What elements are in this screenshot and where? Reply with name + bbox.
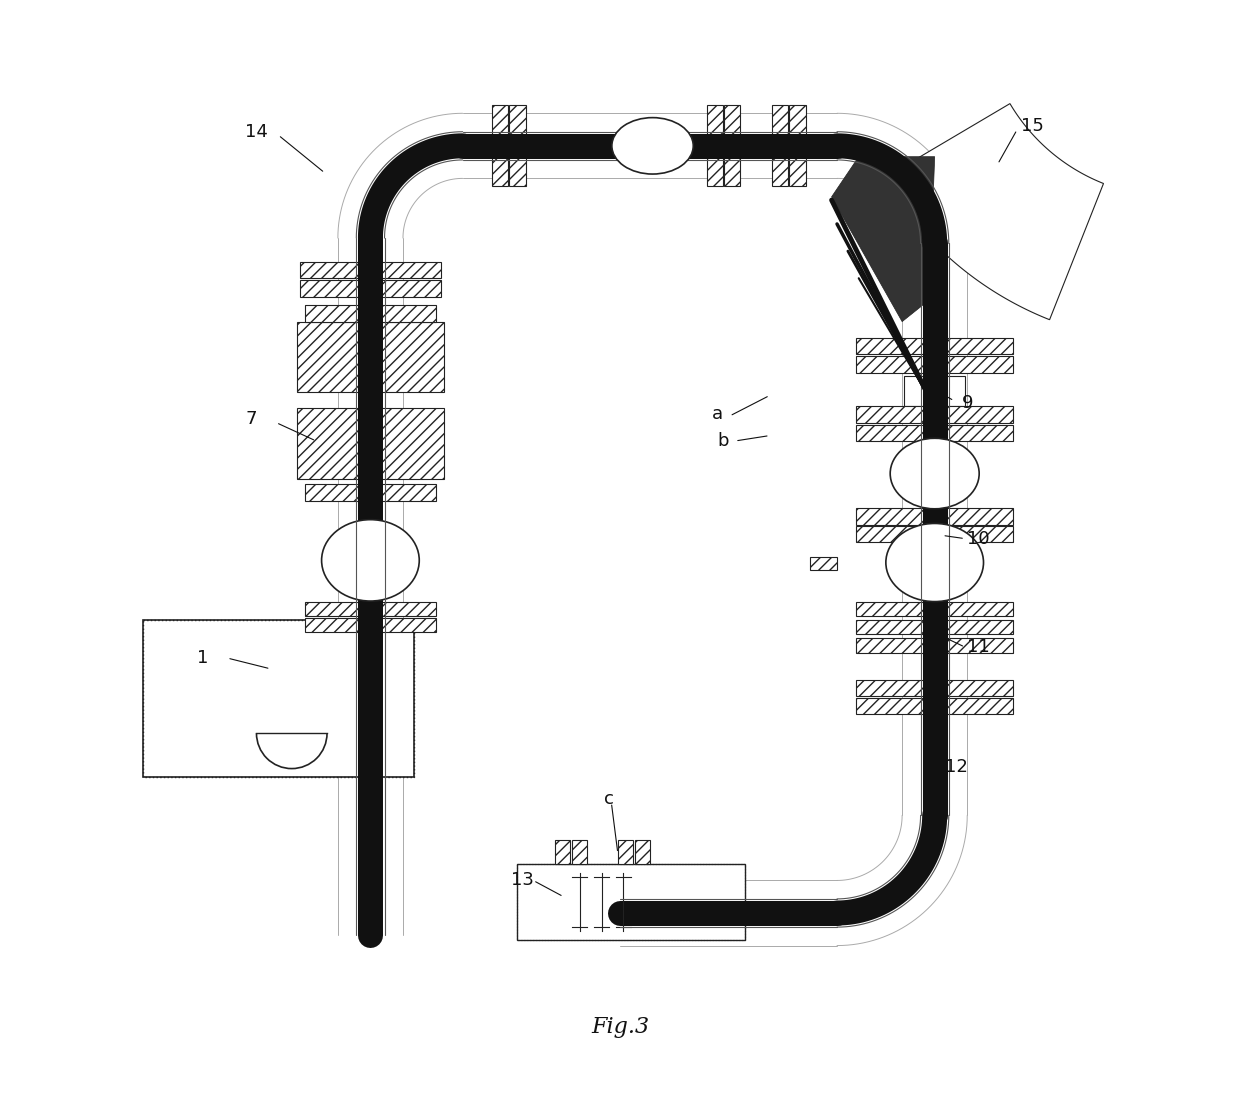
Bar	[618, 841, 634, 864]
Bar	[773, 104, 789, 186]
Bar	[143, 620, 414, 777]
Text: 10: 10	[967, 530, 990, 547]
Bar	[517, 864, 745, 940]
Bar	[510, 104, 526, 186]
Text: 13: 13	[511, 872, 533, 889]
Bar	[300, 280, 441, 297]
Ellipse shape	[890, 439, 980, 509]
Bar	[305, 601, 435, 615]
Polygon shape	[832, 157, 935, 322]
Bar	[143, 620, 414, 777]
Bar	[572, 841, 588, 864]
Text: a: a	[712, 404, 723, 423]
Text: 14: 14	[246, 123, 268, 141]
Bar	[856, 679, 1013, 696]
Bar	[724, 104, 740, 186]
Text: 9: 9	[961, 395, 973, 412]
Bar	[856, 601, 1013, 615]
Text: 12: 12	[945, 757, 968, 776]
Bar	[856, 620, 1013, 634]
Text: 1: 1	[197, 650, 208, 667]
Bar	[856, 525, 1013, 542]
Bar	[856, 337, 1013, 354]
Bar	[554, 841, 570, 864]
Polygon shape	[884, 103, 1104, 320]
Bar	[790, 104, 806, 186]
Ellipse shape	[885, 523, 983, 601]
Bar	[635, 841, 651, 864]
Text: Fig.3: Fig.3	[591, 1015, 649, 1037]
Ellipse shape	[321, 520, 419, 601]
Bar	[298, 409, 444, 479]
Bar	[300, 262, 441, 278]
Bar	[856, 356, 1013, 373]
Text: b: b	[717, 432, 729, 449]
Bar	[856, 424, 1013, 441]
Bar	[904, 376, 965, 407]
Bar	[856, 698, 1013, 714]
Bar	[492, 104, 508, 186]
Bar	[707, 104, 723, 186]
Bar	[856, 407, 1013, 422]
Text: 15: 15	[1021, 118, 1044, 135]
Ellipse shape	[611, 118, 693, 174]
Bar	[856, 639, 1013, 653]
Text: 7: 7	[246, 410, 257, 429]
Text: c: c	[604, 790, 614, 808]
Bar	[856, 508, 1013, 524]
Bar	[305, 306, 435, 322]
Text: 11: 11	[967, 639, 990, 656]
Bar	[305, 618, 435, 632]
Bar	[517, 864, 745, 940]
Bar	[305, 485, 435, 501]
Bar	[810, 557, 837, 570]
Bar	[298, 322, 444, 392]
